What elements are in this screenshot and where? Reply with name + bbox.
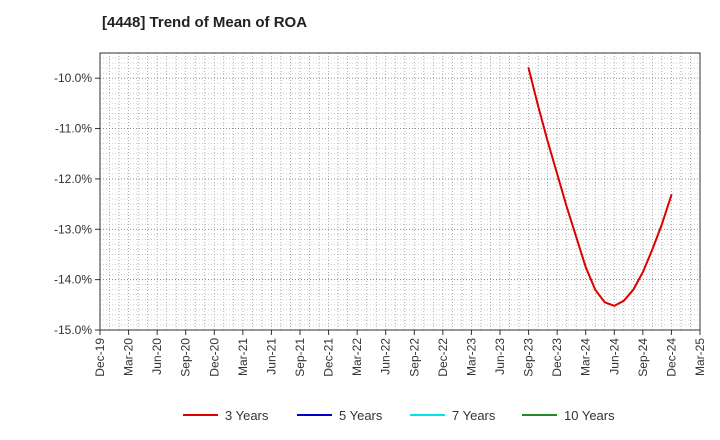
plot-area [100,53,700,330]
y-tick-label: -15.0% [54,323,92,337]
x-tick-label: Dec-19 [93,338,107,377]
legend-label: 5 Years [339,408,383,423]
x-tick-label: Dec-20 [207,338,221,377]
legend-label: 10 Years [564,408,615,423]
x-tick-label: Sep-24 [636,338,650,377]
x-tick-label: Sep-23 [522,338,536,377]
x-tick-label: Dec-23 [550,338,564,377]
y-tick-label: -14.0% [54,273,92,287]
x-tick-label: Sep-21 [293,338,307,377]
legend-label: 7 Years [452,408,496,423]
x-tick-label: Mar-20 [122,338,136,376]
x-tick-label: Jun-23 [493,338,507,375]
series-line-3-years [527,67,673,307]
x-tick-label: Mar-25 [693,338,707,376]
x-tick-label: Mar-21 [236,338,250,376]
x-tick-label: Jun-22 [379,338,393,375]
x-tick-label: Dec-21 [322,338,336,377]
x-tick-label: Dec-22 [436,338,450,377]
x-tick-label: Sep-20 [179,338,193,377]
chart-title: [4448] Trend of Mean of ROA [102,14,308,31]
legend-label: 3 Years [225,408,269,423]
plot-frame [99,52,701,331]
x-tick-label: Mar-22 [350,338,364,376]
x-tick-label: Jun-24 [607,338,621,375]
x-tick-label: Mar-24 [579,338,593,376]
y-tick-label: -10.0% [54,71,92,85]
x-tick-label: Jun-21 [264,338,278,375]
y-tick-label: -12.0% [54,172,92,186]
x-tick-label: Dec-24 [664,338,678,377]
x-tick-label: Jun-20 [150,338,164,375]
x-tick-label: Mar-23 [464,338,478,376]
y-tick-label: -11.0% [55,122,92,136]
y-tick-label: -13.0% [54,222,92,236]
x-tick-label: Sep-22 [407,338,421,377]
